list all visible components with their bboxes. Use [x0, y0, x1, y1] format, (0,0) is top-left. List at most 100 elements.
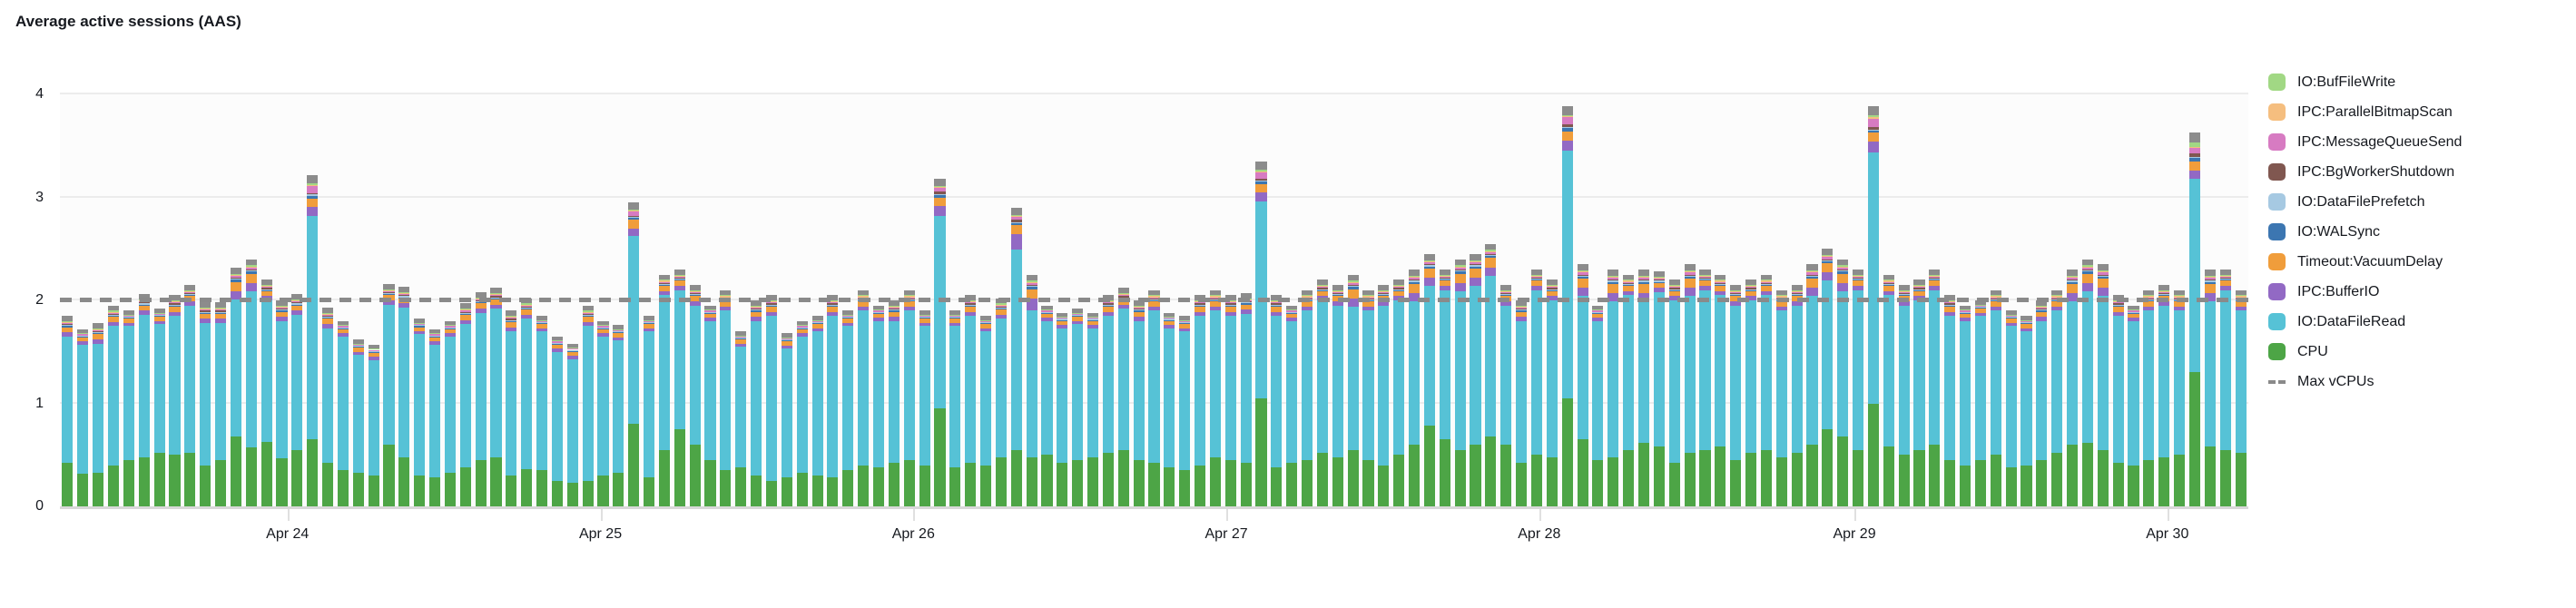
stacked-bar[interactable] [368, 94, 379, 506]
stacked-bar[interactable] [77, 94, 89, 506]
stacked-bar[interactable] [751, 94, 762, 506]
stacked-bar[interactable] [1378, 94, 1390, 506]
stacked-bar[interactable] [1653, 94, 1665, 506]
stacked-bar[interactable] [1500, 94, 1512, 506]
stacked-bar[interactable] [261, 94, 272, 506]
stacked-bar[interactable] [2036, 94, 2048, 506]
legend-item-ipc-parallelbitmapscan[interactable]: IPC:ParallelBitmapScan [2268, 97, 2568, 127]
stacked-bar[interactable] [1086, 94, 1099, 506]
stacked-bar[interactable] [658, 94, 671, 506]
stacked-bar[interactable] [1837, 94, 1849, 506]
stacked-bar[interactable] [1530, 94, 1543, 506]
stacked-bar[interactable] [1715, 94, 1726, 506]
stacked-bar[interactable] [919, 94, 930, 506]
stacked-bar[interactable] [903, 94, 915, 506]
stacked-bar[interactable] [1852, 94, 1864, 506]
stacked-bar[interactable] [1760, 94, 1772, 506]
stacked-bar[interactable] [1102, 94, 1114, 506]
stacked-bar[interactable] [2051, 94, 2063, 506]
stacked-bar[interactable] [1592, 94, 1604, 506]
stacked-bar[interactable] [872, 94, 885, 506]
stacked-bar[interactable] [644, 94, 655, 506]
legend-item-io-datafileprefetch[interactable]: IO:DataFilePrefetch [2268, 187, 2568, 217]
stacked-bar[interactable] [2204, 94, 2216, 506]
stacked-bar[interactable] [2219, 94, 2231, 506]
stacked-bar[interactable] [1791, 94, 1803, 506]
stacked-bar[interactable] [291, 94, 303, 506]
legend-item-io-buffilewrite[interactable]: IO:BufFileWrite [2268, 67, 2568, 97]
stacked-bar[interactable] [2235, 94, 2247, 506]
stacked-bar[interactable] [1286, 94, 1298, 506]
stacked-bar[interactable] [735, 94, 747, 506]
stacked-bar[interactable] [796, 94, 808, 506]
stacked-bar[interactable] [858, 94, 870, 506]
stacked-bar[interactable] [536, 94, 548, 506]
legend-item-ipc-bgworkershutdown[interactable]: IPC:BgWorkerShutdown [2268, 157, 2568, 187]
stacked-bar[interactable] [811, 94, 823, 506]
stacked-bar[interactable] [1637, 94, 1650, 506]
stacked-bar[interactable] [2081, 94, 2094, 506]
stacked-bar[interactable] [1883, 94, 1894, 506]
stacked-bar[interactable] [934, 94, 946, 506]
stacked-bar[interactable] [979, 94, 992, 506]
stacked-bar[interactable] [888, 94, 900, 506]
stacked-bar[interactable] [138, 94, 150, 506]
stacked-bar[interactable] [597, 94, 609, 506]
stacked-bar[interactable] [1775, 94, 1787, 506]
stacked-bar[interactable] [93, 94, 104, 506]
stacked-bar[interactable] [1608, 94, 1619, 506]
stacked-bar[interactable] [1240, 94, 1252, 506]
stacked-bar[interactable] [1623, 94, 1635, 506]
stacked-bar[interactable] [169, 94, 181, 506]
stacked-bar[interactable] [1209, 94, 1221, 506]
stacked-bar[interactable] [200, 94, 211, 506]
stacked-bar[interactable] [506, 94, 517, 506]
stacked-bar[interactable] [582, 94, 594, 506]
stacked-bar[interactable] [1944, 94, 1956, 506]
stacked-bar[interactable] [628, 94, 640, 506]
stacked-bar[interactable] [1516, 94, 1528, 506]
stacked-bar[interactable] [307, 94, 319, 506]
stacked-bar[interactable] [383, 94, 395, 506]
stacked-bar[interactable] [2174, 94, 2186, 506]
stacked-bar[interactable] [1806, 94, 1818, 506]
stacked-bar[interactable] [1699, 94, 1711, 506]
legend-item-max-vcpus[interactable]: Max vCPUs [2268, 367, 2568, 397]
stacked-bar[interactable] [1454, 94, 1466, 506]
stacked-bar[interactable] [1898, 94, 1910, 506]
stacked-bar[interactable] [214, 94, 227, 506]
stacked-bar[interactable] [1423, 94, 1436, 506]
stacked-bar[interactable] [352, 94, 364, 506]
stacked-bar[interactable] [414, 94, 426, 506]
stacked-bar[interactable] [1117, 94, 1129, 506]
legend-item-cpu[interactable]: CPU [2268, 337, 2568, 367]
stacked-bar[interactable] [1057, 94, 1068, 506]
stacked-bar[interactable] [566, 94, 578, 506]
stacked-bar[interactable] [230, 94, 241, 506]
stacked-bar[interactable] [1668, 94, 1680, 506]
stacked-bar[interactable] [1133, 94, 1145, 506]
stacked-bar[interactable] [949, 94, 961, 506]
stacked-bar[interactable] [2020, 94, 2032, 506]
stacked-bar[interactable] [2128, 94, 2139, 506]
stacked-bar[interactable] [107, 94, 120, 506]
stacked-bar[interactable] [1409, 94, 1421, 506]
stacked-bar[interactable] [704, 94, 716, 506]
stacked-bar[interactable] [842, 94, 854, 506]
stacked-bar[interactable] [429, 94, 441, 506]
stacked-bar[interactable] [1929, 94, 1941, 506]
stacked-bar[interactable] [62, 94, 74, 506]
stacked-bar[interactable] [1072, 94, 1084, 506]
stacked-bar[interactable] [613, 94, 624, 506]
stacked-bar[interactable] [1960, 94, 1971, 506]
stacked-bar[interactable] [2067, 94, 2079, 506]
stacked-bar[interactable] [444, 94, 456, 506]
stacked-bar[interactable] [1577, 94, 1588, 506]
stacked-bar[interactable] [153, 94, 165, 506]
stacked-bar[interactable] [1179, 94, 1191, 506]
stacked-bar[interactable] [123, 94, 134, 506]
stacked-bar[interactable] [1561, 94, 1573, 506]
stacked-bar[interactable] [1990, 94, 2001, 506]
legend-item-io-walsync[interactable]: IO:WALSync [2268, 217, 2568, 247]
stacked-bar[interactable] [1041, 94, 1053, 506]
